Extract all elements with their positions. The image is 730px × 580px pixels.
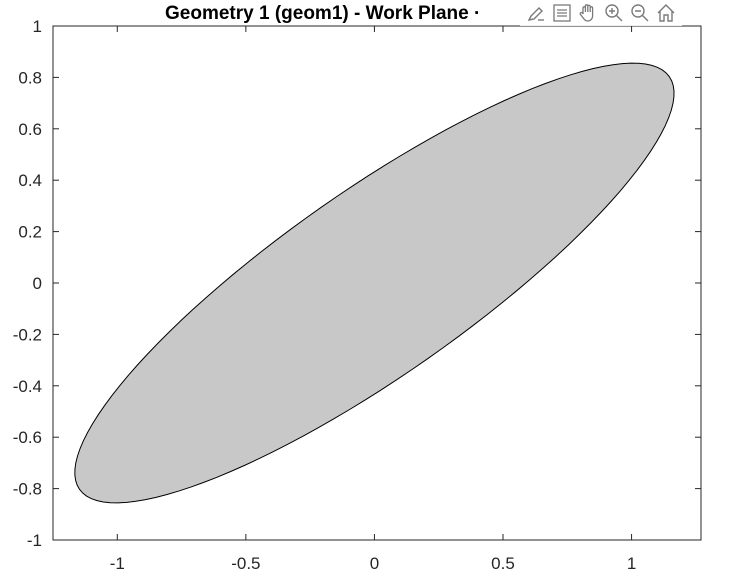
x-tick-label: -0.5 xyxy=(231,554,260,573)
zoom-out-icon xyxy=(631,4,649,22)
y-axis: -1 -0.8 -0.6 -0.4 -0.2 0 0.2 0.4 0.6 0.8 1 xyxy=(13,17,701,550)
x-tick-label: 1 xyxy=(627,554,636,573)
x-tick-label: -1 xyxy=(110,554,125,573)
home-button[interactable] xyxy=(654,1,678,25)
brush-icon xyxy=(527,7,544,21)
y-tick-label: 0.6 xyxy=(18,120,42,139)
legend-icon xyxy=(553,4,571,22)
y-tick-label: 0.8 xyxy=(18,68,42,87)
y-tick-label: -0.6 xyxy=(13,428,42,447)
pan-button[interactable] xyxy=(576,1,600,25)
axes-toolbar xyxy=(520,0,682,26)
y-tick-label: 1 xyxy=(33,17,42,36)
zoom-in-icon xyxy=(605,4,623,22)
x-tick-label: 0.5 xyxy=(491,554,515,573)
zoom-in-button[interactable] xyxy=(602,1,626,25)
x-tick-label: 0 xyxy=(370,554,379,573)
y-tick-label: 0 xyxy=(33,274,42,293)
y-tick-label: -0.2 xyxy=(13,325,42,344)
geometry-ellipse xyxy=(74,62,675,504)
x-axis: -1 -0.5 0 0.5 1 xyxy=(110,26,636,573)
y-tick-label: -1 xyxy=(27,531,42,550)
home-icon xyxy=(657,4,675,22)
pan-hand-icon xyxy=(579,4,594,22)
legend-button[interactable] xyxy=(550,1,574,25)
brush-button[interactable] xyxy=(524,1,548,25)
y-tick-label: -0.4 xyxy=(13,377,42,396)
y-tick-label: -0.8 xyxy=(13,480,42,499)
y-tick-label: 0.2 xyxy=(18,223,42,242)
chart-title: Geometry 1 (geom1) - Work Plane · xyxy=(165,3,480,24)
y-tick-label: 0.4 xyxy=(18,171,42,190)
zoom-out-button[interactable] xyxy=(628,1,652,25)
